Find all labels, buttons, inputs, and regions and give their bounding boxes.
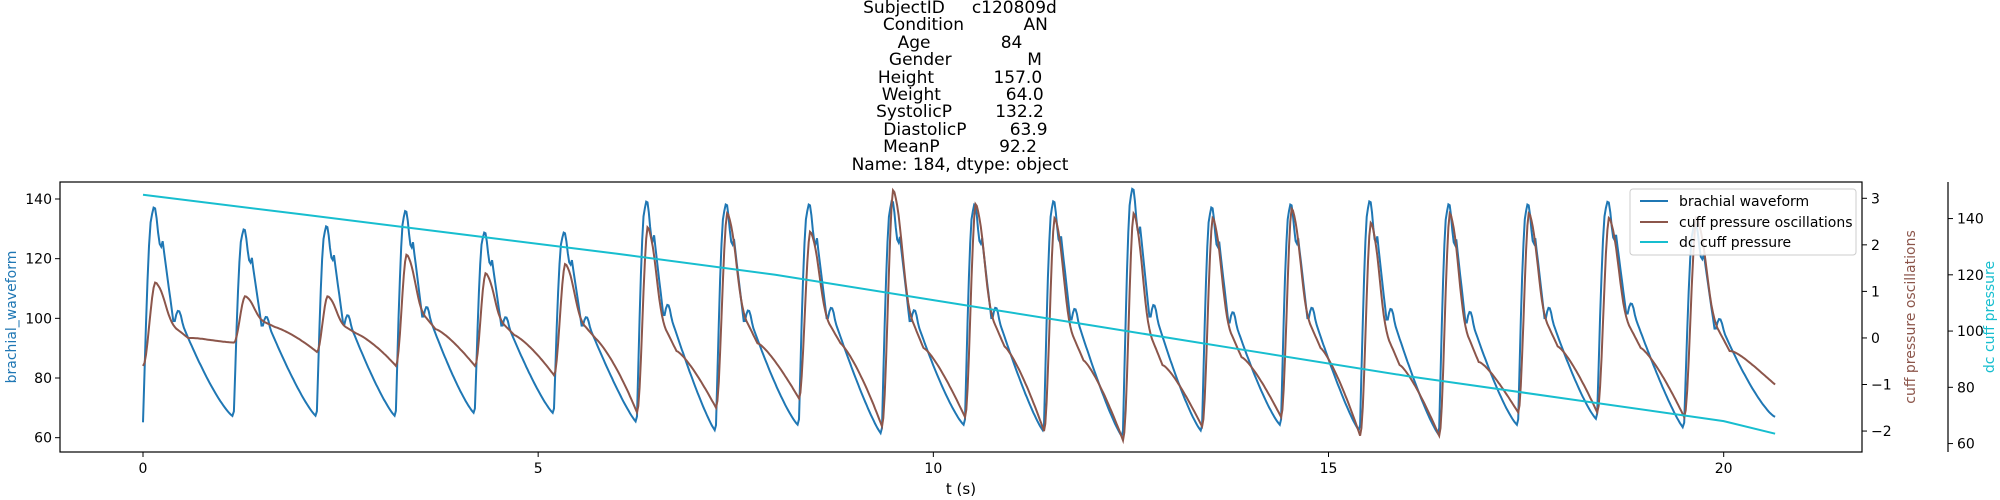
osc-y-tick-label: 2 xyxy=(1871,238,1880,254)
x-tick-label: 10 xyxy=(924,461,942,477)
dc-y-tick-label: 80 xyxy=(1957,380,1975,396)
axes: 0 5 10 15 20 60 80 100 120 140 −2 −1 0 1 2 3 60 80 100 120 1… xyxy=(25,182,1984,477)
legend: brachial waveform cuff pressure oscillat… xyxy=(1629,188,1857,256)
dc-y-tick-label: 140 xyxy=(1957,212,1984,228)
dc-y-tick-label: 120 xyxy=(1957,268,1984,284)
legend-label: dc cuff pressure xyxy=(1679,235,1791,251)
x-tick-label: 15 xyxy=(1320,461,1338,477)
dc-cuff-pressure-line xyxy=(142,193,1776,435)
x-tick-label: 0 xyxy=(139,461,148,477)
left-y-tick-label: 80 xyxy=(34,371,52,387)
osc-y-tick-label: 3 xyxy=(1871,191,1880,207)
title-line: Height 157.0 xyxy=(877,67,1043,88)
osc-axis-label: cuff pressure oscillations xyxy=(1903,230,1919,404)
osc-y-tick-label: 0 xyxy=(1871,331,1880,347)
title-line: Gender M xyxy=(878,50,1042,71)
title-line: Name: 184, dtype: object xyxy=(851,154,1069,175)
left-y-tick-label: 100 xyxy=(25,311,52,327)
left-y-tick-label: 120 xyxy=(25,252,52,268)
plot-lines xyxy=(142,187,1776,445)
legend-label: brachial waveform xyxy=(1679,194,1809,210)
legend-label: cuff pressure oscillations xyxy=(1679,215,1853,231)
dc-axis-label: dc cuff pressure xyxy=(1982,261,1998,373)
x-tick-label: 5 xyxy=(534,461,543,477)
x-tick-label: 20 xyxy=(1715,461,1733,477)
dc-y-tick-label: 60 xyxy=(1957,437,1975,453)
title-line: Age 84 xyxy=(897,32,1023,53)
left-axis-label: brachial_waveform xyxy=(4,251,20,384)
plot-frame xyxy=(59,181,1863,453)
title-line: Weight 64.0 xyxy=(876,84,1044,105)
left-y-tick-label: 60 xyxy=(34,431,52,447)
osc-y-tick-label: −1 xyxy=(1871,378,1892,394)
left-y-tick-label: 140 xyxy=(25,192,52,208)
osc-y-tick-label: −2 xyxy=(1871,424,1892,440)
title-line: SystolicP 132.2 xyxy=(876,102,1044,123)
title-line: MeanP 92.2 xyxy=(883,137,1037,158)
osc-y-tick-label: 1 xyxy=(1871,284,1880,300)
title-line: Condition AN xyxy=(872,15,1048,36)
cuff-oscillations-line xyxy=(142,187,1776,445)
title-line: SubjectID c120809d xyxy=(863,0,1057,18)
legend-box xyxy=(1629,188,1857,256)
title-line: DiastolicP 63.9 xyxy=(872,119,1048,140)
chart-title: SubjectID c120809d Condition AN Age 84 G… xyxy=(760,0,1160,174)
dc-y-tick-label: 100 xyxy=(1957,324,1984,340)
x-axis-label: t (s) xyxy=(946,480,976,498)
